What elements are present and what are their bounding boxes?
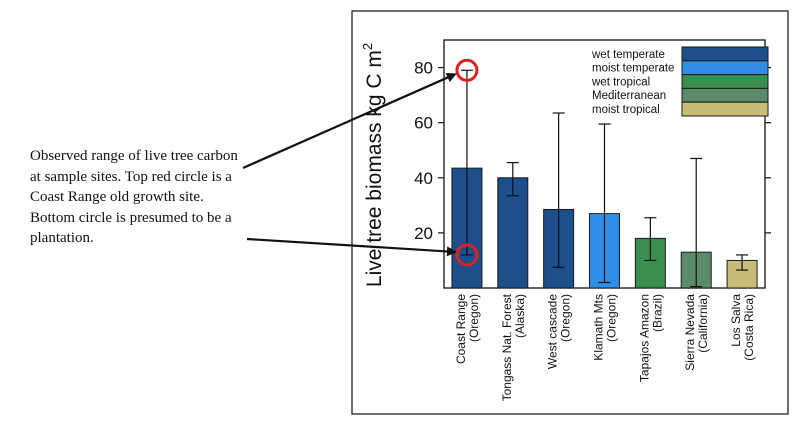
x-tick-label-line: (California)	[696, 294, 710, 353]
annotation-arrow-bottom	[246, 237, 457, 257]
legend-swatch	[681, 74, 769, 89]
y-tick-label: 60	[414, 114, 433, 133]
x-tick-label-line: (Oregon)	[605, 294, 619, 342]
y-tick-label: 80	[414, 59, 433, 78]
y-axis-label: Live tree biomass kg C m2	[360, 43, 386, 287]
y-tick-label: 40	[414, 169, 433, 188]
x-tick-label-line: West cascade	[546, 294, 560, 369]
legend-label: moist tropical	[592, 104, 660, 116]
annotation-text: Observed range of live tree carbon at sa…	[30, 148, 238, 246]
x-tick-label: Coast Range(Oregon)	[454, 294, 481, 364]
x-tick-label-line: (Costa Rica)	[742, 294, 756, 361]
x-tick-label-line: (Oregon)	[559, 294, 573, 342]
x-tick-label: Los Salva(Costa Rica)	[729, 294, 756, 361]
x-tick-label: Tongass Nat. Forest(Alaska)	[500, 293, 527, 401]
highlight-circle	[455, 243, 479, 267]
x-tick-label: Klamath Mts(Oregon)	[592, 294, 619, 361]
annotation-arrow-top	[242, 72, 457, 170]
legend-swatch	[681, 60, 769, 76]
legend-label: moist temperate	[592, 63, 674, 75]
y-tick-label: 20	[414, 224, 433, 243]
legend-label: Mediterranean	[592, 90, 666, 102]
x-tick-label-line: Coast Range	[454, 294, 468, 364]
x-tick-label: Sierra Nevada(California)	[683, 294, 710, 371]
highlight-circle	[455, 58, 479, 82]
legend-swatch	[681, 46, 769, 62]
x-tick-label-line: (Oregon)	[467, 294, 481, 342]
legend-swatch	[681, 101, 769, 117]
chart-frame	[351, 10, 789, 415]
x-tick-label: Tapajos Amazon(Brazil)	[637, 294, 664, 382]
x-tick-label-line: Tongass Nat. Forest	[500, 293, 514, 401]
x-tick-label-line: Tapajos Amazon	[637, 294, 651, 382]
x-tick-label: West cascade(Oregon)	[546, 294, 573, 369]
x-tick-label-line: Klamath Mts	[592, 294, 606, 361]
legend-label: wet temperate	[591, 49, 665, 61]
x-tick-label-line: (Brazil)	[650, 294, 664, 332]
x-tick-label-line: Sierra Nevada	[683, 294, 697, 371]
x-tick-label-line: Los Salva	[729, 294, 743, 347]
y-axis-label-superscript: 2	[360, 43, 375, 50]
x-tick-label-line: (Alaska)	[513, 294, 527, 338]
legend-label: wet tropical	[591, 76, 650, 88]
legend-swatch	[681, 87, 769, 103]
